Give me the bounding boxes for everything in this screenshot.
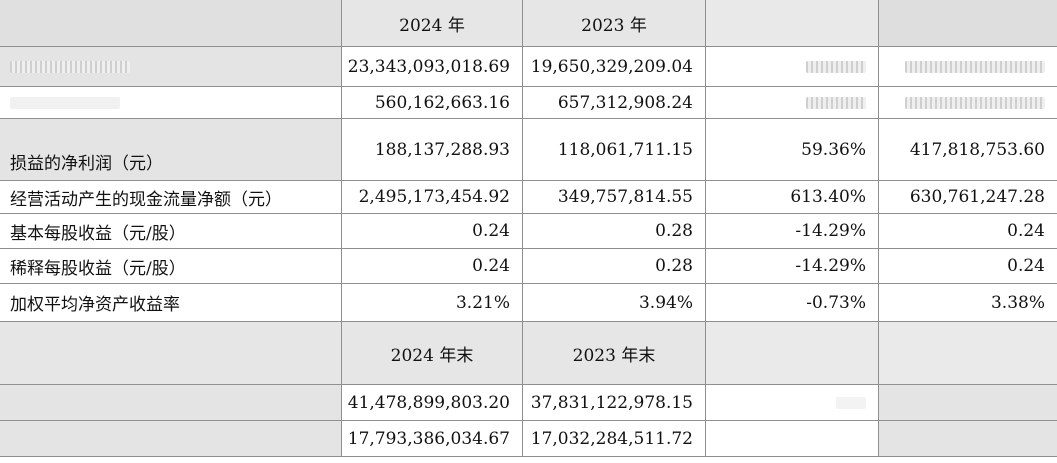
cell-2023: 0.28: [523, 214, 706, 248]
cell-2022: 630,761,247.28: [909, 187, 1045, 207]
cell-change: 59.36%: [706, 119, 879, 180]
table-row: 17,793,386,034.67 17,032,284,511.72: [0, 421, 1057, 457]
cell-2023: 37,831,122,978.15: [523, 385, 706, 420]
cell-2024: 41,478,899,803.20: [342, 385, 523, 420]
table-row: 经营活动产生的现金流量净额（元） 2,495,173,454.92 349,75…: [0, 181, 1057, 214]
cell-2023: 657,312,908.24: [523, 87, 706, 118]
cell-2024: 3.21%: [342, 284, 523, 321]
row-label: 损益的净利润（元）: [0, 119, 342, 180]
table-row: 41,478,899,803.20 37,831,122,978.15: [0, 385, 1057, 421]
header2-change: [706, 322, 879, 384]
cell-change: -0.73%: [706, 284, 879, 321]
cell-change-blurred: [706, 421, 879, 456]
header2-2024-end: 2024 年末: [342, 322, 523, 384]
header2-2023-end: 2023 年末: [523, 322, 706, 384]
cell-2024: 0.24: [342, 249, 523, 283]
cell-2024: 560,162,663.16: [342, 87, 523, 118]
cell-2022-blurred: [879, 87, 1057, 118]
cell-2023: 118,061,711.15: [523, 119, 706, 180]
table-row: 560,162,663.16 657,312,908.24: [0, 87, 1057, 119]
row-label-blurred: [0, 421, 342, 456]
row-label: 基本每股收益（元/股）: [0, 214, 342, 248]
cell-2023: 0.28: [523, 249, 706, 283]
cell-change: -14.29%: [706, 214, 879, 248]
header-2022: [879, 0, 1057, 46]
cell-change: -14.29%: [706, 249, 879, 283]
cell-2023: 3.94%: [523, 284, 706, 321]
row-label: 稀释每股收益（元/股）: [0, 249, 342, 283]
cell-2022: 0.24: [1007, 221, 1045, 241]
header-change: [706, 0, 879, 46]
cell-2024: 17,793,386,034.67: [342, 421, 523, 456]
cell-change: 613.40%: [706, 181, 879, 213]
cell-2023: 19,650,329,209.04: [523, 47, 706, 86]
table-row: 23,343,093,018.69 19,650,329,209.04: [0, 47, 1057, 87]
cell-2023: 17,032,284,511.72: [523, 421, 706, 456]
table-row: 稀释每股收益（元/股） 0.24 0.28 -14.29% 0.24: [0, 249, 1057, 284]
cell-2024: 23,343,093,018.69: [342, 47, 523, 86]
row-label-blurred: [0, 87, 342, 118]
cell-2022-blurred: [879, 47, 1057, 86]
cell-change-blurred: [706, 87, 879, 118]
header2-2022: [879, 322, 1057, 384]
header-row-2: 2024 年末 2023 年末: [0, 322, 1057, 385]
table-row: 基本每股收益（元/股） 0.24 0.28 -14.29% 0.24: [0, 214, 1057, 249]
cell-2024: 2,495,173,454.92: [342, 181, 523, 213]
row-label: 加权平均净资产收益率: [0, 284, 342, 321]
row-label: 经营活动产生的现金流量净额（元）: [0, 181, 342, 213]
cell-change-blurred: [706, 47, 879, 86]
row-label-blurred: [0, 47, 342, 86]
header2-label-cell: [0, 322, 342, 384]
table-row: 加权平均净资产收益率 3.21% 3.94% -0.73% 3.38%: [0, 284, 1057, 322]
cell-2024: 188,137,288.93: [342, 119, 523, 180]
cell-2023: 349,757,814.55: [523, 181, 706, 213]
header-label-cell: [0, 0, 342, 46]
row-label-blurred: [0, 385, 342, 420]
header-2024: 2024 年: [342, 0, 523, 46]
cell-2022: 3.38%: [990, 292, 1045, 313]
table-row: 损益的净利润（元） 188,137,288.93 118,061,711.15 …: [0, 119, 1057, 181]
header-row: 2024 年 2023 年: [0, 0, 1057, 47]
cell-2022-blurred: [879, 385, 1057, 420]
cell-2022: 417,818,753.60: [909, 139, 1045, 160]
cell-2022: 0.24: [1007, 256, 1045, 276]
cell-2024: 0.24: [342, 214, 523, 248]
cell-change-blurred: [706, 385, 879, 420]
cell-2022-blurred: [879, 421, 1057, 456]
header-2023: 2023 年: [523, 0, 706, 46]
